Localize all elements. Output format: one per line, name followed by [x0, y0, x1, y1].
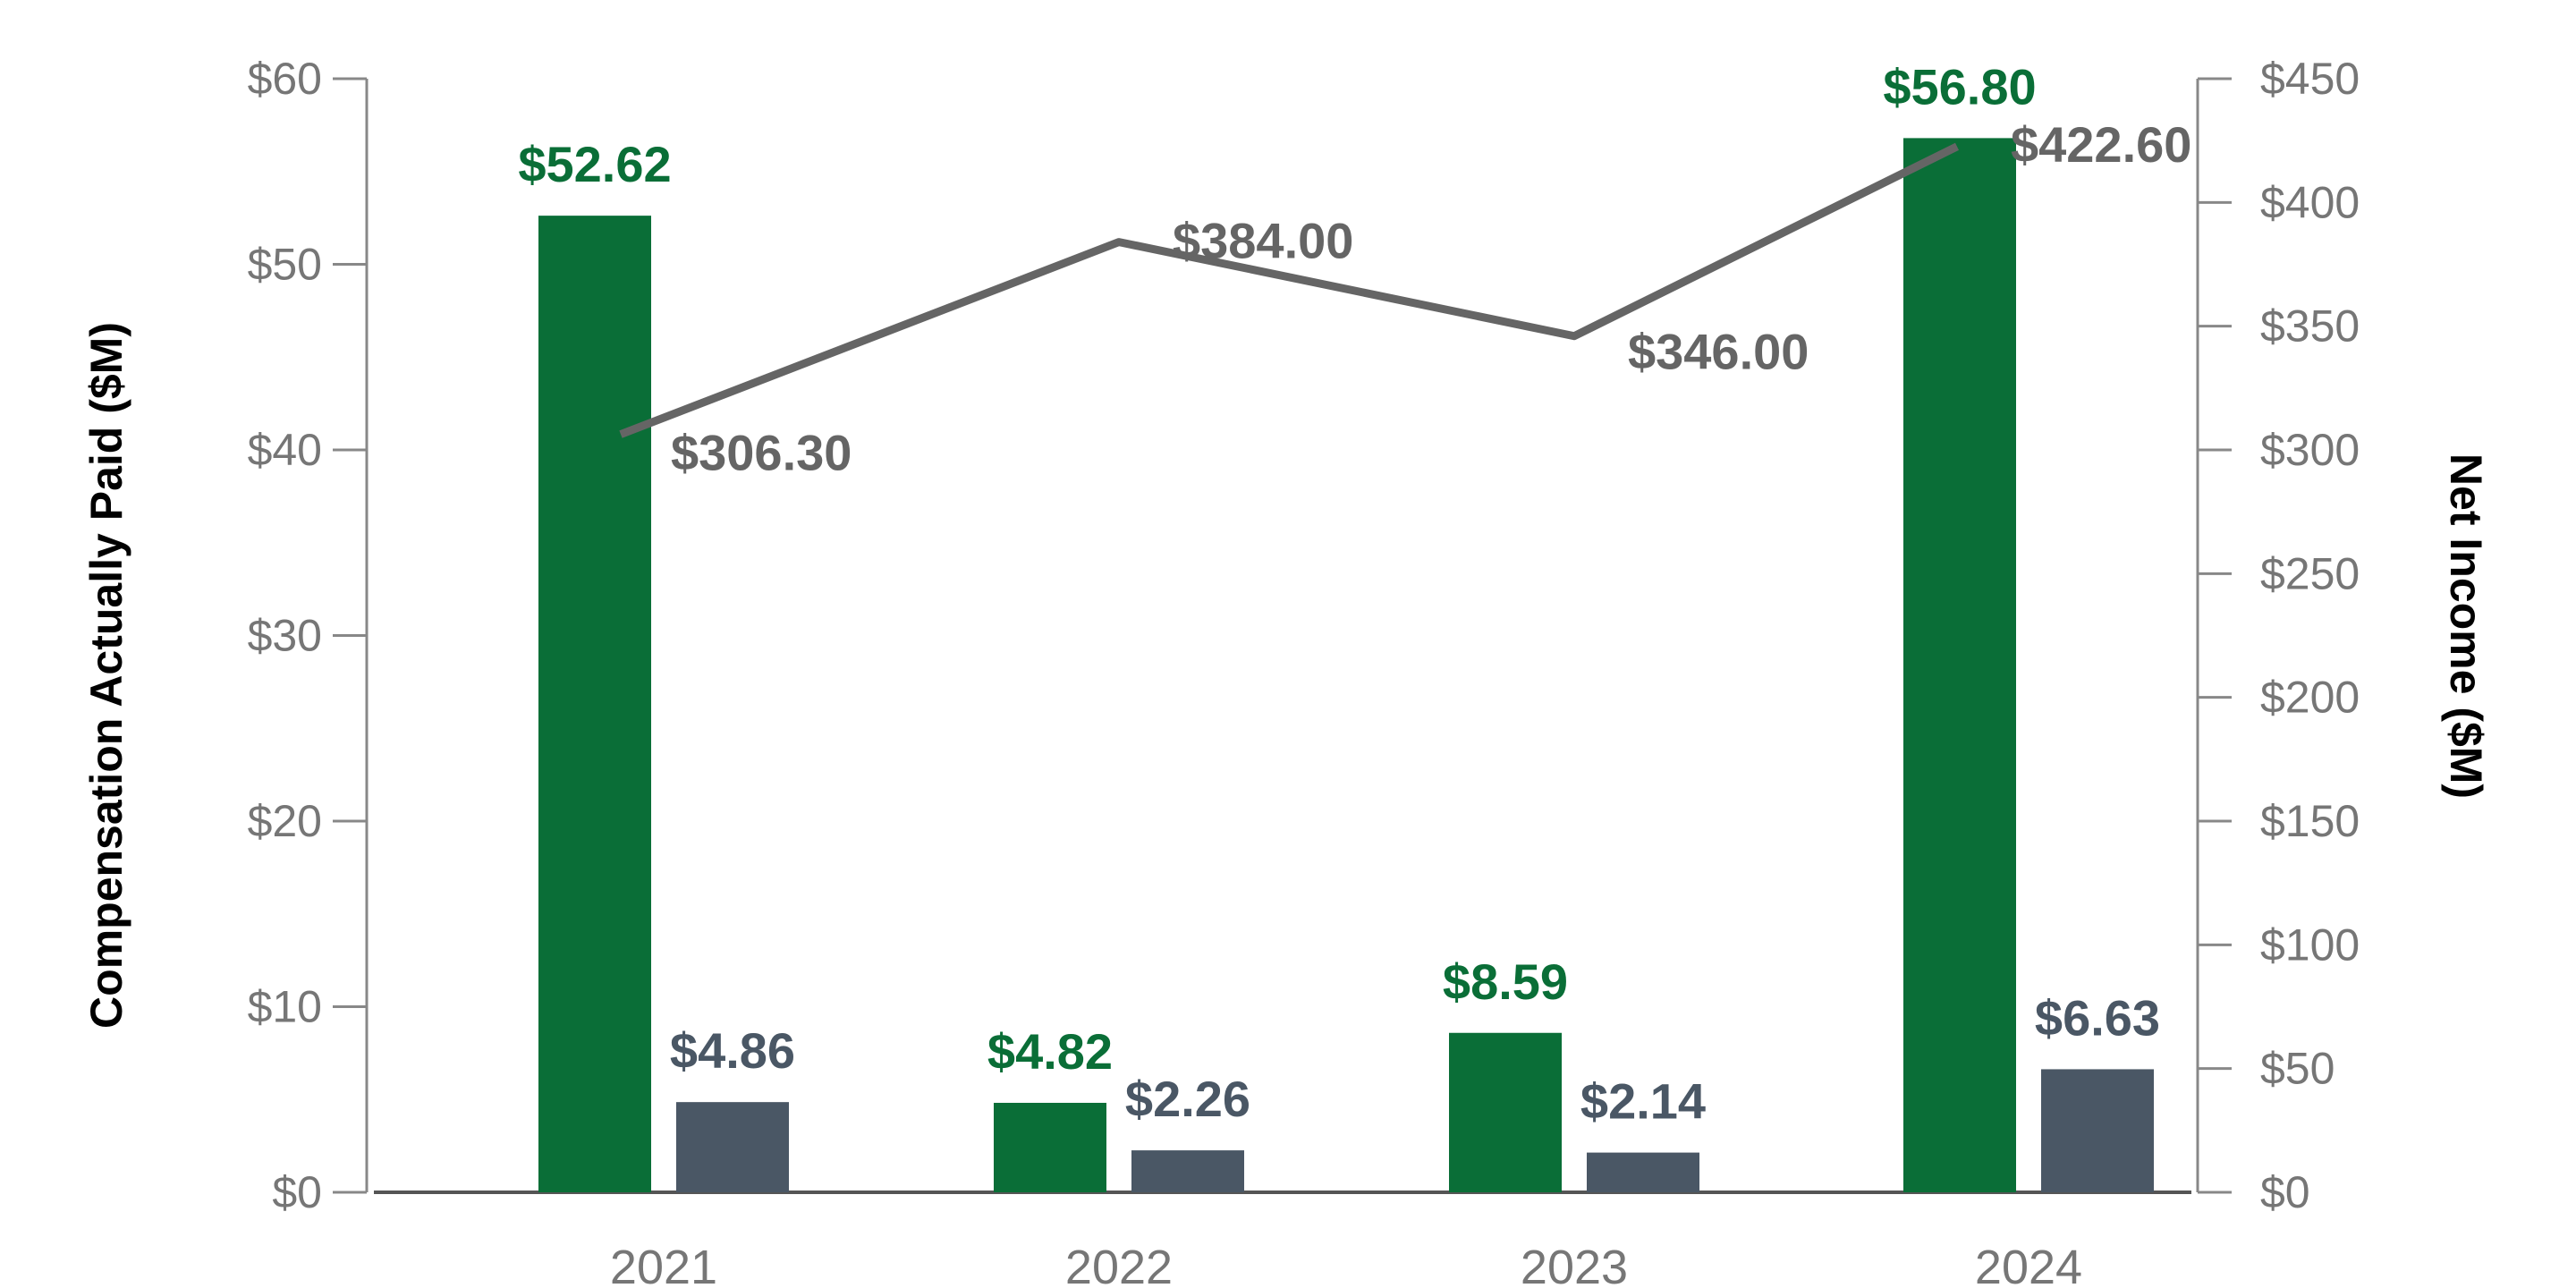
bar-data-label: $52.62	[518, 136, 671, 192]
left-axis: $0 $10 $20 $30 $40 $50 $60	[248, 54, 369, 1217]
line-data-label: $422.60	[2011, 116, 2191, 173]
right-axis-tick-label: $300	[2260, 425, 2360, 475]
line-data-label: $306.30	[671, 425, 852, 481]
bar-peo	[1903, 138, 2016, 1192]
left-axis-title: Compensation Actually Paid ($M)	[81, 322, 131, 1029]
right-axis-tick-label: $250	[2260, 548, 2360, 598]
bar-peo	[1449, 1032, 1562, 1192]
bar-neo	[1131, 1150, 1244, 1192]
x-axis-category-label: 2024	[1975, 1241, 2082, 1288]
axis-titles: Compensation Actually Paid ($M) Net Inco…	[81, 322, 2491, 1029]
bar-data-label: $8.59	[1443, 953, 1568, 1010]
bar-neo	[1587, 1152, 1699, 1192]
right-axis-tick-label: $100	[2260, 919, 2360, 970]
right-axis-tick-label: $0	[2260, 1167, 2310, 1217]
x-axis-category-label: 2022	[1065, 1241, 1173, 1288]
right-axis: $0 $50 $100 $150 $200 $250 $300 $350 $400 $450	[2196, 54, 2360, 1217]
bar-peo	[994, 1102, 1106, 1192]
left-axis-tick-label: $50	[248, 240, 322, 290]
left-axis-tick-label: $0	[272, 1167, 322, 1217]
right-axis-title: Net Income ($M)	[2441, 453, 2491, 799]
bar-neo	[2041, 1069, 2154, 1192]
bar-data-label: $2.26	[1125, 1071, 1250, 1127]
right-axis-tick-label: $350	[2260, 301, 2360, 352]
right-axis-tick-label: $50	[2260, 1044, 2334, 1094]
left-axis-tick-label: $60	[248, 54, 322, 104]
left-axis-tick-label: $20	[248, 796, 322, 846]
left-axis-tick-label: $10	[248, 982, 322, 1032]
bar-data-label: $2.14	[1580, 1073, 1706, 1130]
left-axis-tick-label: $40	[248, 425, 322, 475]
right-axis-tick-label: $150	[2260, 796, 2360, 846]
right-axis-tick-label: $200	[2260, 673, 2360, 723]
bar-peo	[538, 216, 651, 1192]
net-income-line	[619, 142, 1959, 438]
line-data-label: $346.00	[1628, 324, 1809, 380]
bar-layer: $52.62 $4.82 $8.59 $56.80 $4.86 $2.26 $2.14 $6.…	[374, 58, 2191, 1194]
line-layer: $306.30 $384.00 $346.00 $422.60	[619, 116, 2191, 481]
x-axis-category-label: 2021	[610, 1241, 717, 1288]
bar-data-label: $6.63	[2035, 989, 2160, 1046]
left-axis-tick-label: $30	[248, 611, 322, 661]
x-axis-category-label: 2023	[1521, 1241, 1628, 1288]
right-axis-tick-label: $400	[2260, 177, 2360, 227]
bar-data-label: $4.86	[670, 1022, 795, 1079]
bar-data-label: $4.82	[987, 1023, 1113, 1080]
line-data-label: $384.00	[1173, 213, 1353, 269]
bar-neo	[676, 1102, 789, 1192]
x-axis-labels: 2021 2022 2023 2024	[610, 1241, 2082, 1288]
right-axis-tick-label: $450	[2260, 54, 2360, 104]
bar-data-label: $56.80	[1883, 58, 2036, 114]
